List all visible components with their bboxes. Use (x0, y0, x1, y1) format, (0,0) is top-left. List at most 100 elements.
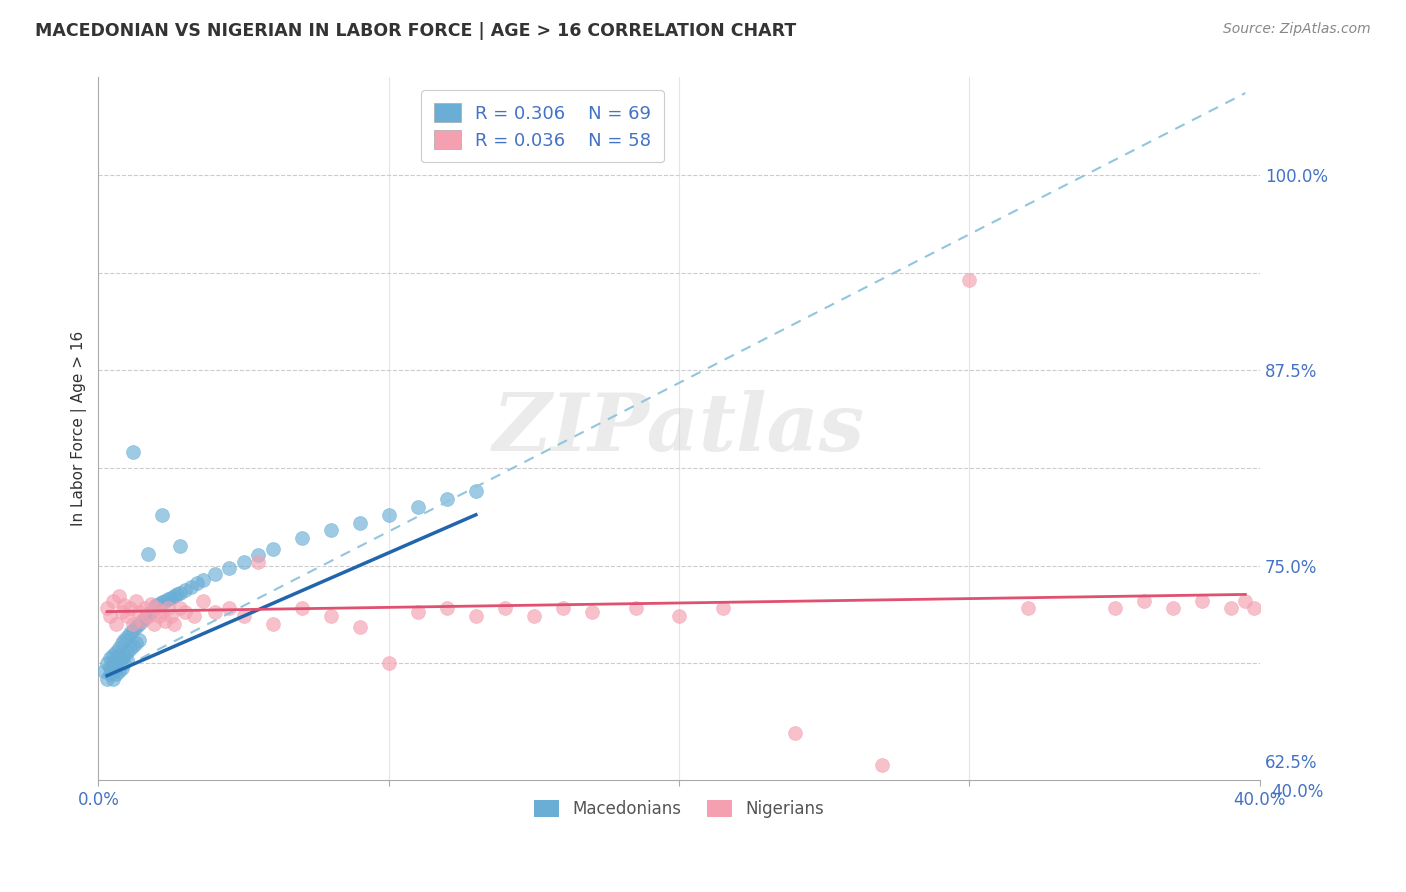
Point (872, 757, 894, 772)
Point (142, 601, 165, 615)
Point (1191, 593, 1213, 607)
Point (136, 547, 159, 561)
Point (191, 574, 214, 588)
Point (134, 611, 156, 625)
Point (1243, 601, 1265, 615)
Point (104, 645, 127, 659)
Point (232, 555, 254, 569)
Point (148, 597, 170, 611)
Point (160, 609, 183, 624)
Point (186, 576, 208, 591)
Point (114, 656, 136, 670)
Point (107, 648, 129, 663)
Point (122, 639, 145, 653)
Point (494, 601, 516, 615)
Point (160, 591, 183, 605)
Point (218, 561, 240, 575)
Point (107, 664, 129, 678)
Point (349, 620, 371, 634)
Point (169, 586, 191, 600)
Point (153, 593, 176, 607)
Point (128, 632, 150, 647)
Point (122, 445, 145, 459)
Point (523, 609, 546, 624)
Point (183, 609, 205, 624)
Point (120, 626, 142, 640)
Point (150, 595, 173, 609)
Point (107, 589, 129, 603)
Point (145, 601, 167, 615)
Point (114, 599, 136, 613)
Point (107, 656, 129, 670)
Point (406, 500, 429, 514)
Point (711, 601, 734, 615)
Point (117, 609, 139, 624)
Point (110, 605, 132, 619)
Point (131, 614, 153, 628)
Text: 40.0%: 40.0% (1271, 783, 1323, 801)
Point (145, 599, 167, 613)
Point (232, 609, 254, 624)
Point (117, 653, 139, 667)
Point (98, 651, 121, 665)
Point (163, 617, 186, 632)
Point (464, 484, 486, 499)
Y-axis label: In Labor Force | Age > 16: In Labor Force | Age > 16 (72, 331, 87, 526)
Point (101, 664, 124, 678)
Point (166, 587, 188, 601)
Point (104, 651, 127, 665)
Point (101, 593, 124, 607)
Point (218, 601, 240, 615)
Point (436, 601, 458, 615)
Point (262, 542, 284, 557)
Point (959, 273, 981, 287)
Point (180, 580, 202, 594)
Point (349, 516, 371, 530)
Point (163, 589, 186, 603)
Point (1161, 601, 1184, 615)
Point (128, 617, 150, 632)
Point (581, 605, 603, 619)
Point (142, 617, 165, 632)
Point (319, 609, 342, 624)
Text: MACEDONIAN VS NIGERIAN IN LABOR FORCE | AGE > 16 CORRELATION CHART: MACEDONIAN VS NIGERIAN IN LABOR FORCE | … (35, 22, 796, 40)
Point (128, 605, 150, 619)
Point (110, 651, 132, 665)
Point (120, 642, 142, 657)
Point (150, 605, 173, 619)
Point (104, 667, 127, 681)
Text: ZIPatlas: ZIPatlas (494, 390, 865, 467)
Point (1219, 601, 1241, 615)
Point (191, 593, 214, 607)
Point (120, 601, 142, 615)
Point (169, 539, 191, 553)
Point (114, 648, 136, 663)
Point (204, 567, 226, 582)
Point (101, 648, 124, 663)
Point (93, 664, 115, 678)
Point (114, 632, 136, 647)
Point (377, 508, 399, 522)
Point (406, 605, 429, 619)
Point (125, 636, 148, 650)
Point (131, 614, 153, 628)
Point (262, 617, 284, 632)
Point (125, 593, 148, 607)
Point (436, 492, 458, 507)
Point (98, 667, 121, 681)
Point (377, 656, 399, 670)
Point (291, 531, 314, 545)
Point (174, 605, 197, 619)
Legend: Macedonians, Nigerians: Macedonians, Nigerians (527, 793, 831, 825)
Point (247, 549, 270, 563)
Point (150, 508, 173, 522)
Point (96, 656, 118, 670)
Point (96, 672, 118, 686)
Point (96, 601, 118, 615)
Point (1132, 593, 1154, 607)
Point (1017, 601, 1039, 615)
Point (122, 624, 145, 638)
Point (1234, 593, 1257, 607)
Point (174, 582, 197, 597)
Point (110, 661, 132, 675)
